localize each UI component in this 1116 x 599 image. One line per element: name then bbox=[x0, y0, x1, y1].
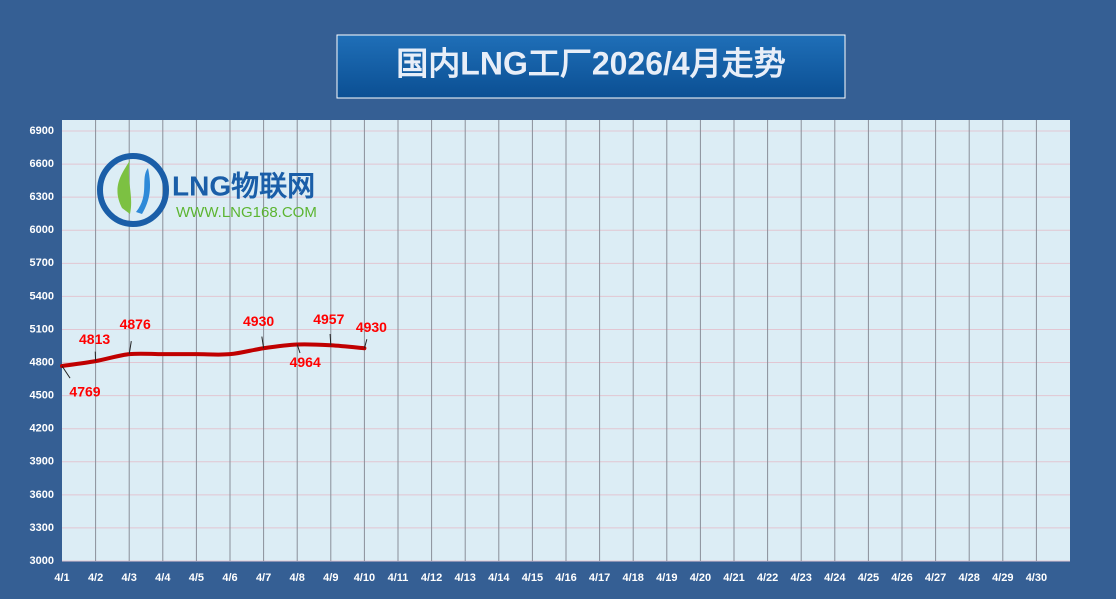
x-tick-label: 4/14 bbox=[488, 572, 510, 584]
data-label: 4876 bbox=[120, 316, 151, 332]
x-tick-label: 4/19 bbox=[656, 572, 677, 584]
y-tick-label: 3600 bbox=[30, 489, 54, 501]
x-tick-label: 4/24 bbox=[824, 572, 846, 584]
x-tick-label: 4/6 bbox=[222, 572, 237, 584]
x-tick-label: 4/21 bbox=[723, 572, 744, 584]
logo-leaf bbox=[136, 168, 150, 214]
x-tick-label: 4/27 bbox=[925, 572, 946, 584]
x-tick-label: 4/23 bbox=[790, 572, 811, 584]
leader-line bbox=[128, 341, 132, 355]
y-tick-label: 6600 bbox=[30, 158, 54, 170]
logo-leaf bbox=[117, 160, 132, 214]
logo-ring bbox=[97, 153, 169, 227]
y-tick-label: 3900 bbox=[30, 456, 54, 468]
y-tick-label: 3300 bbox=[30, 522, 54, 534]
x-tick-label: 4/28 bbox=[958, 572, 979, 584]
y-tick-label: 6000 bbox=[30, 224, 54, 236]
y-tick-label: 5700 bbox=[30, 257, 54, 269]
y-tick-label: 5400 bbox=[30, 290, 54, 302]
x-tick-label: 4/25 bbox=[858, 572, 879, 584]
x-tick-label: 4/5 bbox=[189, 572, 204, 584]
x-tick-label: 4/2 bbox=[88, 572, 103, 584]
data-label: 4769 bbox=[69, 384, 100, 400]
x-tick-label: 4/29 bbox=[992, 572, 1013, 584]
x-tick-label: 4/22 bbox=[757, 572, 778, 584]
x-tick-label: 4/10 bbox=[354, 572, 375, 584]
data-label: 4957 bbox=[313, 311, 344, 327]
x-tick-label: 4/9 bbox=[323, 572, 338, 584]
x-tick-label: 4/30 bbox=[1026, 572, 1047, 584]
logo-name: LNG物联网 bbox=[172, 170, 315, 201]
y-tick-label: 4200 bbox=[30, 423, 54, 435]
x-tick-label: 4/20 bbox=[690, 572, 711, 584]
line bbox=[60, 342, 367, 368]
x-tick-label: 4/26 bbox=[891, 572, 912, 584]
y-tick-label: 3000 bbox=[30, 555, 54, 567]
data-label: 4930 bbox=[356, 319, 387, 335]
title-box bbox=[336, 34, 846, 99]
x-tick-label: 4/17 bbox=[589, 572, 610, 584]
y-tick-label: 6900 bbox=[30, 125, 54, 137]
x-tick-label: 4/4 bbox=[155, 572, 171, 584]
data-label: 4930 bbox=[243, 313, 274, 329]
y-tick-label: 5100 bbox=[30, 323, 54, 335]
x-tick-label: 4/3 bbox=[122, 572, 137, 584]
x-tick-label: 4/8 bbox=[290, 572, 305, 584]
data-label: 4813 bbox=[79, 331, 110, 347]
leader-line bbox=[61, 365, 71, 379]
leader-line bbox=[261, 336, 265, 349]
x-tick-label: 4/16 bbox=[555, 572, 576, 584]
x-tick-label: 4/15 bbox=[522, 572, 543, 584]
y-tick-label: 4500 bbox=[30, 390, 54, 402]
chart-title: 国内LNG工厂2026/4月走势 bbox=[396, 45, 785, 81]
leader-line bbox=[363, 339, 368, 349]
x-tick-label: 4/7 bbox=[256, 572, 271, 584]
leader-line bbox=[296, 344, 301, 354]
x-tick-label: 4/18 bbox=[622, 572, 643, 584]
x-tick-label: 4/13 bbox=[454, 572, 475, 584]
y-tick-label: 4800 bbox=[30, 356, 54, 368]
x-tick-label: 4/12 bbox=[421, 572, 442, 584]
x-tick-label: 4/11 bbox=[388, 572, 409, 584]
leader-line bbox=[329, 333, 332, 346]
data-label: 4964 bbox=[290, 354, 321, 370]
logo-url: WWW.LNG168.COM bbox=[176, 204, 317, 221]
x-tick-label: 4/1 bbox=[54, 572, 69, 584]
logo: LNG物联网 WWW.LNG168.COM bbox=[97, 153, 317, 227]
y-tick-label: 6300 bbox=[30, 191, 54, 203]
